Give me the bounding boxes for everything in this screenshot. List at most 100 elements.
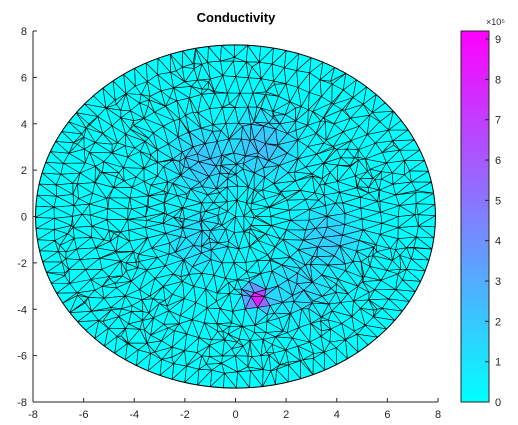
colorbar-tick-label: 0 [495, 397, 501, 409]
mesh-element [95, 166, 103, 173]
mesh-element [251, 189, 258, 204]
mesh-element [311, 162, 325, 179]
mesh-element [344, 261, 354, 271]
mesh-element [198, 161, 217, 177]
mesh-element [308, 216, 328, 229]
mesh-element [321, 172, 331, 185]
x-tick-label: 0 [232, 409, 238, 421]
mesh-element [265, 83, 279, 97]
mesh-element [102, 309, 119, 322]
mesh-element [212, 124, 222, 132]
mesh-element [162, 214, 174, 224]
mesh-element [201, 246, 212, 254]
mesh-element [220, 163, 237, 171]
mesh-element [227, 92, 241, 105]
mesh-element [139, 141, 151, 156]
chart-title: Conductivity [197, 10, 276, 25]
mesh-element [120, 117, 134, 130]
mesh-element [149, 154, 158, 163]
mesh-element [133, 251, 139, 263]
mesh-element [235, 163, 244, 175]
x-tick-label: -6 [79, 409, 89, 421]
mesh-element [296, 272, 313, 284]
y-tick-label: 8 [21, 26, 27, 38]
mesh-element [182, 63, 195, 69]
mesh-element [399, 203, 417, 215]
plot-area [35, 44, 436, 389]
mesh-element [163, 195, 183, 209]
mesh-element [300, 264, 313, 283]
mesh-element [113, 180, 133, 188]
colorbar-tick-label: 5 [495, 195, 501, 207]
y-tick-label: -4 [17, 304, 27, 316]
mesh-element [406, 246, 415, 249]
mesh-element [382, 140, 395, 153]
mesh-element [94, 133, 113, 145]
mesh-element [206, 301, 221, 310]
mesh-element [131, 311, 144, 321]
mesh-element [287, 158, 299, 173]
mesh-element [253, 177, 265, 191]
mesh-element [157, 158, 173, 163]
mesh-element [179, 157, 186, 167]
mesh-element [269, 258, 283, 266]
colorbar-tick-label: 3 [495, 276, 501, 288]
mesh-element [265, 321, 284, 333]
mesh-element [335, 283, 349, 294]
mesh-element [64, 269, 70, 284]
mesh-element [157, 253, 170, 267]
mesh-element [376, 248, 393, 261]
y-tick-label: -2 [17, 258, 27, 270]
mesh-element [397, 268, 407, 275]
mesh-element [271, 225, 287, 239]
mesh-element [248, 172, 255, 191]
mesh-element [139, 94, 150, 104]
mesh-element [73, 198, 90, 206]
mesh-element [124, 295, 143, 306]
mesh-element [266, 312, 275, 322]
colorbar-tick-label: 2 [495, 316, 501, 328]
mesh-element [248, 228, 258, 239]
mesh-element [188, 272, 203, 287]
mesh-element [302, 353, 315, 361]
mesh-element [85, 296, 92, 312]
mesh-element [185, 153, 199, 162]
mesh-element [190, 186, 208, 196]
mesh-element [150, 181, 168, 192]
mesh-element [65, 248, 77, 260]
mesh-element [55, 174, 74, 186]
mesh-element [307, 111, 321, 126]
mesh-element [262, 183, 281, 195]
mesh-element [146, 342, 155, 354]
mesh-element [150, 327, 169, 342]
mesh-element [65, 258, 81, 270]
mesh-element [236, 155, 246, 165]
mesh-element [161, 356, 174, 365]
mesh-element [294, 166, 313, 175]
mesh-element [293, 289, 313, 304]
mesh-element [76, 292, 89, 298]
mesh-element [323, 140, 334, 147]
mesh-element [253, 156, 264, 174]
mesh-element [332, 89, 354, 105]
mesh-element [351, 316, 366, 332]
mesh-element [284, 101, 296, 115]
y-tick-label: -6 [17, 351, 27, 363]
mesh-element [160, 87, 174, 98]
colorbar-tick-label: 1 [495, 357, 501, 369]
mesh-element [221, 355, 238, 373]
mesh-element [198, 355, 207, 370]
mesh-element [221, 211, 236, 226]
mesh-element [253, 107, 270, 124]
mesh-element [246, 271, 261, 279]
mesh-element [79, 162, 96, 174]
y-tick-label: 6 [21, 72, 27, 84]
mesh-element [85, 123, 90, 129]
x-tick-label: -8 [28, 409, 38, 421]
mesh-element [305, 192, 319, 201]
x-tick-label: -2 [180, 409, 190, 421]
mesh-element [309, 341, 325, 354]
mesh-element [228, 232, 239, 250]
mesh-element [148, 190, 166, 197]
